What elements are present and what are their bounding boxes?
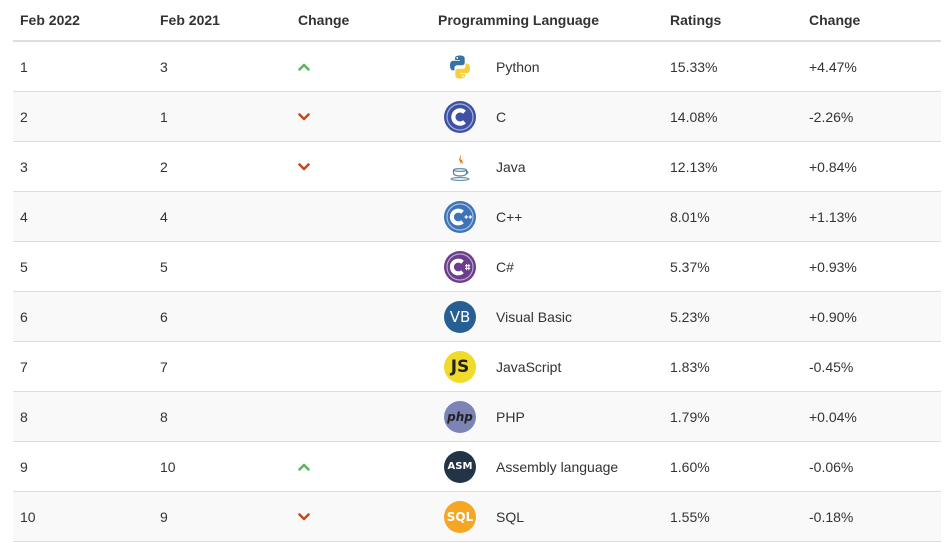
rating-value: 1.60% <box>670 458 710 475</box>
rank-change <box>298 42 310 91</box>
language-logo: JS <box>443 342 477 391</box>
table-header-row: Feb 2022 Feb 2021 Change Programming Lan… <box>13 0 941 42</box>
rating-value: 15.33% <box>670 58 718 75</box>
header-programming-language[interactable]: Programming Language <box>438 12 600 28</box>
current-rank: 7 <box>20 358 28 375</box>
tiobe-index-table: Feb 2022 Feb 2021 Change Programming Lan… <box>13 0 941 542</box>
rank-down-arrow-icon <box>298 511 310 523</box>
language-name: Python <box>496 58 540 75</box>
previous-rank: 9 <box>160 508 168 525</box>
language-logo: SQL <box>443 492 477 541</box>
table-row: 3 2 Java 12.13% +0.84% <box>13 142 941 192</box>
previous-rank: 3 <box>160 58 168 75</box>
current-rank: 10 <box>20 508 36 525</box>
header-ratings[interactable]: Ratings <box>670 12 722 28</box>
php-logo-icon: php <box>444 400 476 433</box>
rating-value: 14.08% <box>670 108 718 125</box>
current-rank: 4 <box>20 208 28 225</box>
language-logo: VB <box>443 292 477 341</box>
rank-down-arrow-icon <box>298 161 310 173</box>
rating-change-value: -0.06% <box>809 458 854 475</box>
previous-rank: 8 <box>160 408 168 425</box>
language-logo <box>443 242 477 291</box>
language-logo <box>443 92 477 141</box>
sql-logo-icon: SQL <box>444 500 476 533</box>
rating-change-value: -2.26% <box>809 108 854 125</box>
rating-change-value: +0.90% <box>809 308 857 325</box>
language-name: C <box>496 108 507 125</box>
rank-down-arrow-icon <box>298 111 310 123</box>
rating-value: 1.55% <box>670 508 710 525</box>
rating-change-value: +4.47% <box>809 58 857 75</box>
language-logo: php <box>443 392 477 441</box>
table-row: 8 8 php PHP 1.79% +0.04% <box>13 392 941 442</box>
header-previous-month[interactable]: Feb 2021 <box>160 12 220 28</box>
language-logo: ASM <box>443 442 477 491</box>
previous-rank: 7 <box>160 358 168 375</box>
current-rank: 6 <box>20 308 28 325</box>
rating-change-value: -0.18% <box>809 508 854 525</box>
rank-up-arrow-icon <box>298 461 310 473</box>
rating-value: 5.23% <box>670 308 710 325</box>
rank-change <box>298 92 310 141</box>
table-row: 6 6 VB Visual Basic 5.23% +0.90% <box>13 292 941 342</box>
rating-value: 12.13% <box>670 158 718 175</box>
rank-change <box>298 492 310 541</box>
rating-change-value: +0.04% <box>809 408 857 425</box>
rank-up-arrow-icon <box>298 61 310 73</box>
rating-value: 1.83% <box>670 358 710 375</box>
current-rank: 5 <box>20 258 28 275</box>
previous-rank: 6 <box>160 308 168 325</box>
language-name: C++ <box>496 208 523 225</box>
previous-rank: 4 <box>160 208 168 225</box>
header-ratings-change[interactable]: Change <box>809 12 861 28</box>
current-rank: 1 <box>20 58 28 75</box>
table-row: 4 4 C++ 8.01% +1.13% <box>13 192 941 242</box>
rating-change-value: +0.84% <box>809 158 857 175</box>
language-name: Visual Basic <box>496 308 573 325</box>
language-name: Java <box>496 158 526 175</box>
previous-rank: 2 <box>160 158 168 175</box>
java-logo-icon <box>444 151 476 183</box>
javascript-logo-icon: JS <box>444 350 476 383</box>
language-name: SQL <box>496 508 525 525</box>
assembly-logo-icon: ASM <box>444 450 476 483</box>
table-row: 7 7 JS JavaScript 1.83% -0.45% <box>13 342 941 392</box>
csharp-logo-icon <box>444 250 476 283</box>
rating-value: 5.37% <box>670 258 710 275</box>
rating-change-value: +1.13% <box>809 208 857 225</box>
rating-value: 8.01% <box>670 208 710 225</box>
visual-basic-logo-icon: VB <box>444 300 476 333</box>
language-name: C# <box>496 258 514 275</box>
cpp-logo-icon <box>444 200 476 233</box>
current-rank: 3 <box>20 158 28 175</box>
previous-rank: 5 <box>160 258 168 275</box>
language-name: Assembly language <box>496 458 619 475</box>
table-row: 10 9 SQL SQL 1.55% -0.18% <box>13 492 941 542</box>
current-rank: 8 <box>20 408 28 425</box>
table-row: 2 1 C 14.08% -2.26% <box>13 92 941 142</box>
previous-rank: 1 <box>160 108 168 125</box>
current-rank: 2 <box>20 108 28 125</box>
previous-rank: 10 <box>160 458 176 475</box>
rank-change <box>298 142 310 191</box>
python-logo-icon <box>444 51 476 83</box>
header-rank-change[interactable]: Change <box>298 12 350 28</box>
rating-value: 1.79% <box>670 408 710 425</box>
language-logo <box>443 192 477 241</box>
rating-change-value: +0.93% <box>809 258 857 275</box>
table-row: 9 10 ASM Assembly language 1.60% -0.06% <box>13 442 941 492</box>
header-current-month[interactable]: Feb 2022 <box>20 12 80 28</box>
language-name: JavaScript <box>496 358 562 375</box>
rank-change <box>298 442 310 491</box>
language-name: PHP <box>496 408 525 425</box>
language-logo <box>443 142 477 191</box>
table-row: 5 5 C# 5.37% +0.93% <box>13 242 941 292</box>
language-logo <box>443 42 477 91</box>
table-row: 1 3 Python 15.33% +4.47% <box>13 42 941 92</box>
current-rank: 9 <box>20 458 28 475</box>
c-logo-icon <box>444 100 476 133</box>
rating-change-value: -0.45% <box>809 358 854 375</box>
